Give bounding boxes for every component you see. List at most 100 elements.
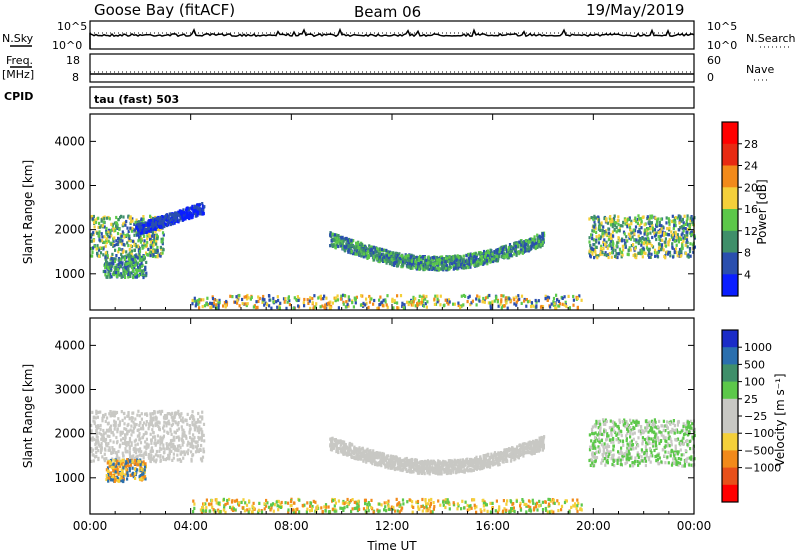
echo-cell (434, 294, 437, 298)
echo-cell (462, 266, 465, 270)
echo-cell (155, 248, 158, 252)
echo-cell (113, 477, 116, 481)
echo-cell (127, 244, 130, 248)
echo-cell (436, 266, 439, 270)
echo-cell (486, 262, 489, 266)
echo-cell (124, 438, 127, 442)
echo-cell (387, 256, 390, 260)
echo-cell (167, 431, 170, 435)
echo-cell (92, 453, 95, 457)
echo-cell (364, 245, 367, 249)
echo-cell (130, 441, 133, 445)
echo-cell (528, 240, 531, 244)
echo-cell (382, 258, 385, 262)
echo-cell (185, 418, 188, 422)
colorbar-segment (722, 143, 738, 166)
echo-cell (380, 247, 384, 251)
echo-cell (673, 248, 676, 252)
echo-cell (165, 442, 168, 446)
echo-region-early-lower (105, 458, 147, 484)
echo-cell (261, 297, 264, 301)
echo-cell (139, 238, 142, 242)
echo-cell (127, 460, 130, 464)
echo-cell (149, 245, 152, 249)
echo-cell (372, 302, 375, 306)
echo-cell (109, 272, 112, 276)
echo-cell (408, 259, 411, 264)
echo-cell (175, 435, 178, 440)
echo-cell (129, 254, 132, 258)
echo-cell (91, 250, 94, 254)
echo-cell (128, 466, 131, 471)
echo-cell (183, 430, 186, 435)
echo-cell (155, 233, 158, 237)
echo-cell (155, 453, 158, 457)
echo-cell (372, 449, 375, 453)
echo-cell (671, 233, 674, 237)
colorbar-tick-label: 4 (744, 268, 751, 281)
echo-cell (422, 264, 425, 269)
echo-cell (173, 213, 176, 217)
echo-cell (159, 254, 162, 258)
echo-cell (177, 409, 180, 413)
echo-cell (129, 463, 133, 467)
echo-cell (193, 425, 196, 430)
echo-cell (120, 252, 123, 256)
echo-cell (691, 220, 694, 225)
echo-cell (649, 241, 652, 246)
echo-cell (348, 298, 351, 302)
echo-cell (188, 211, 191, 215)
echo-cell (122, 459, 125, 463)
echo-cell (608, 231, 611, 235)
echo-cell (98, 248, 101, 252)
echo-cell (102, 432, 106, 436)
echo-cell (597, 237, 600, 241)
echo-cell (473, 263, 476, 267)
echo-cell (673, 234, 676, 238)
echo-cell (598, 234, 601, 238)
echo-cell (131, 219, 134, 223)
echo-cell (154, 250, 157, 254)
echo-cell (482, 296, 485, 301)
echo-cell (183, 434, 186, 438)
echo-cell (154, 443, 157, 447)
echo-cell (145, 243, 148, 247)
echo-cell (638, 229, 641, 234)
echo-cell (149, 227, 153, 231)
echo-cell (648, 255, 651, 259)
echo-cell (112, 239, 115, 243)
echo-cell (378, 255, 382, 259)
echo-cell (181, 443, 184, 447)
echo-cell (511, 249, 514, 253)
echo-cell (484, 460, 487, 464)
echo-cell (618, 238, 621, 242)
echo-cell (131, 416, 134, 420)
echo-cell (446, 256, 449, 260)
echo-cell (598, 222, 601, 226)
echo-cell (126, 477, 129, 481)
echo-cell (153, 237, 156, 241)
echo-cell (609, 223, 613, 227)
echo-cell (113, 270, 116, 275)
echo-cell (357, 241, 360, 245)
echo-cell (593, 220, 596, 224)
echo-cell (405, 456, 408, 461)
echo-cell (99, 427, 102, 431)
echo-cell (558, 302, 561, 306)
echo-cell (109, 413, 112, 417)
echo-cell (231, 295, 234, 299)
echo-cell (143, 445, 146, 449)
echo-cell (134, 275, 137, 279)
echo-cell (689, 216, 692, 220)
echo-cell (403, 303, 406, 307)
echo-cell (450, 256, 453, 260)
echo-cell (687, 253, 690, 257)
echo-cell (124, 473, 127, 477)
echo-cell (102, 240, 105, 244)
echo-cell (151, 222, 155, 226)
echo-cell (605, 219, 608, 223)
echo-cell (665, 221, 668, 225)
echo-cell (418, 294, 421, 298)
echo-cell (653, 248, 657, 252)
echo-cell (470, 301, 473, 305)
